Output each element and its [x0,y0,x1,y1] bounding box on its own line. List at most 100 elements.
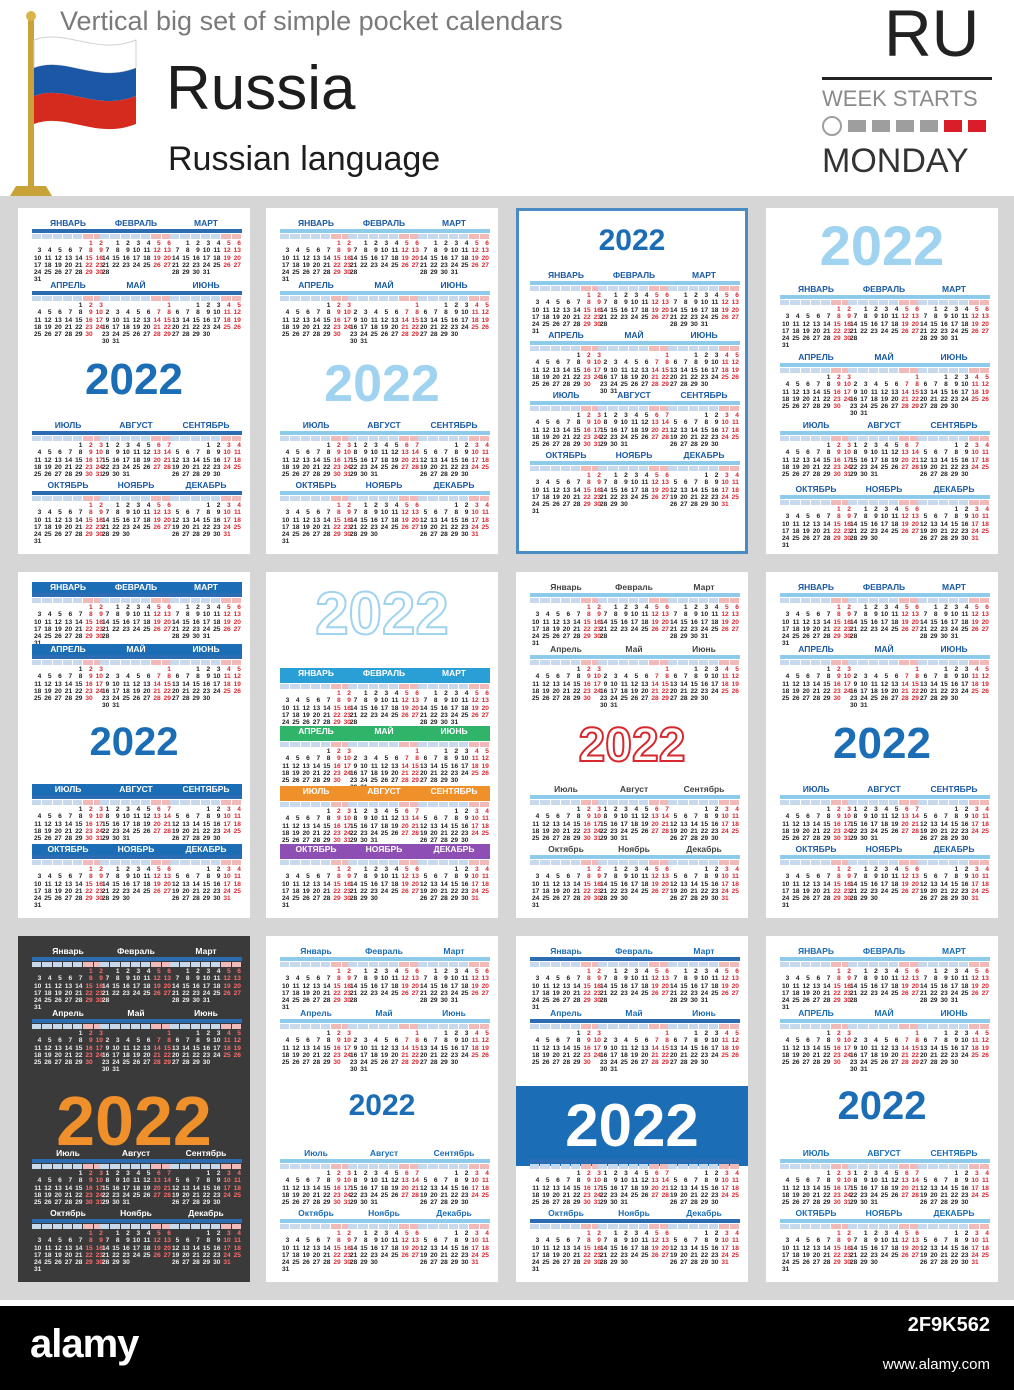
weekday-cell [668,466,678,471]
day-cell: 30 [461,531,469,539]
week-row: 12 13 14 15 16 17 18 [418,823,490,830]
day-cell: 23 [349,331,358,339]
day-cell: 15 [950,520,959,528]
day-cell: 23 [461,829,469,837]
day-cell: 28 [562,381,571,389]
day-cell: 7 [816,813,821,821]
weekday-cell [459,802,469,807]
day-cell: 25 [281,471,290,479]
day-cell: 16 [860,456,868,464]
day-cell: 9 [624,873,628,881]
month-bar [32,491,104,495]
day-cell: 31 [971,535,979,543]
day-cell: 10 [343,815,351,823]
day-cell [358,269,368,276]
week-row: 27 28 29 30 [918,403,990,410]
day-cell: 21 [419,261,428,269]
day-cell: 25 [971,687,979,695]
weekday-cell [161,296,171,301]
week-row: 5 6 7 8 9 10 11 [418,815,490,822]
week-row: 21 22 23 24 25 26 27 [348,888,420,895]
week-row: 28 [598,321,670,328]
day-cell: 23 [85,827,93,835]
day-cell: 1 [206,502,211,509]
day-cell: 16 [583,820,591,828]
weekday-cell [438,436,448,441]
week-row: 23 24 25 26 27 28 29 [598,381,670,388]
day-cell [899,633,909,640]
day-cell [389,338,399,345]
day-cell: 14 [349,704,358,712]
day-cell: 11 [542,618,550,626]
weekday-cell [32,496,42,501]
weekday-cell [608,660,618,665]
day-cell [232,835,242,842]
day-cell: 18 [731,486,739,494]
day-cell: 19 [143,820,151,828]
day-cell: 17 [711,680,719,688]
day-cell: 19 [292,323,300,331]
day-cell [581,902,591,909]
day-cell: 24 [630,313,639,321]
day-cell: 11 [282,316,290,324]
day-cell: 4 [216,604,221,611]
day-cell: 21 [690,887,698,895]
day-cell: 4 [146,240,151,247]
day-cell: 7 [923,313,928,321]
day-cell: 19 [401,516,409,524]
day-cell: 13 [163,611,171,619]
month-block: АПРЕЛЬ 1 2 3 4 5 6 7 8 9 10 11 12 13 14 15 16 17 18 19 20 21 2… [780,352,852,410]
day-cell: 27 [812,535,821,543]
day-cell [399,895,409,902]
day-cell: 7 [316,755,321,763]
day-cell: 25 [711,625,719,633]
day-cell: 3 [847,374,851,381]
day-cell [551,866,561,873]
day-cell: 10 [95,673,103,681]
day-cell: 5 [475,240,479,247]
day-cell [180,866,190,873]
day-cell: 3 [785,873,790,881]
day-cell: 15 [85,618,93,626]
day-cell: 6 [316,873,321,881]
day-cell: 21 [312,829,321,837]
day-cell: 1 [454,866,459,873]
day-cell: 6 [237,240,241,247]
day-cell: 6 [806,673,810,681]
day-cell [811,666,821,673]
day-cell: 31 [202,633,211,641]
day-cell: 20 [302,769,310,777]
week-row: 27 28 29 30 [668,695,740,702]
weekday-header [668,406,740,411]
day-cell [439,442,449,449]
day-cell: 7 [78,873,83,881]
weekday-cell [83,660,93,665]
day-cell: 2 [587,806,591,813]
day-cell: 23 [122,887,130,895]
day-cell: 8 [944,673,948,681]
day-cell: 4 [394,690,399,697]
month-block: ФЕВРАЛЬ 1 2 3 4 5 6 7 8 9 10 11 12 13 14 15 16 17 18 19 20 21… [598,270,670,328]
week-row: 4 5 6 7 8 9 10 [32,813,104,820]
day-cell [780,506,790,513]
day-cell: 15 [860,320,868,328]
day-cell: 1 [863,506,868,513]
week-row: 14 15 16 17 18 19 20 [170,255,242,262]
day-cell: 23 [213,827,221,835]
day-cell: 13 [930,820,938,828]
weekday-header [348,860,420,865]
day-cell: 11 [133,449,141,457]
day-cell: 23 [333,829,341,837]
day-cell: 22 [75,323,83,331]
day-cell [678,472,688,479]
pocket-calendar-card: 2022 ЯНВАРЬ 1 2 3 4 5 6 7 8 9 10 11 12 13 14 15 16 17 18 19 2… [766,208,998,554]
day-cell: 5 [237,302,241,309]
weekday-cell [120,860,130,865]
day-cell: 4 [545,299,550,307]
week-row: 5 6 7 8 9 10 11 [668,479,740,486]
month-block: ИЮЛЬ 1 2 3 4 5 6 7 8 9 10 11 12 13 14 15 16 17 18 19 20 21 22 2… [32,784,104,842]
day-cell: 28 [573,895,581,903]
day-cell [619,352,629,359]
weekday-cell [310,296,321,301]
